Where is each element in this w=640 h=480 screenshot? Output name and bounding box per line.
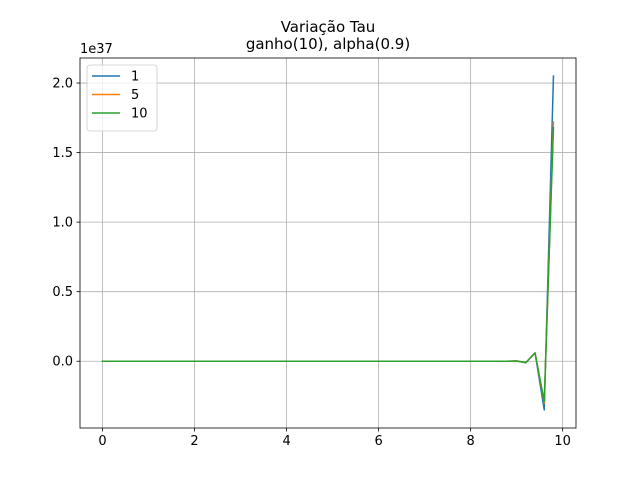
x-tick-label: 2 (190, 434, 198, 449)
chart-title: Variação Tau (281, 18, 376, 36)
chart-subtitle: ganho(10), alpha(0.9) (246, 35, 410, 53)
x-tick-label: 8 (466, 434, 474, 449)
legend-label-10: 10 (131, 107, 148, 122)
y-tick-label: 0.0 (52, 355, 73, 370)
y-tick-label: 0.5 (52, 285, 73, 300)
legend-label-1: 1 (131, 70, 139, 85)
legend-label-5: 5 (131, 88, 139, 103)
series-line-10 (101, 126, 555, 403)
y-tick-label: 1.0 (52, 216, 73, 231)
x-tick-label: 6 (374, 434, 382, 449)
y-tick-label: 2.0 (52, 77, 73, 92)
x-tick-label: 0 (98, 434, 106, 449)
axis-ticks: 0 2 4 6 8 10 0.0 0.5 1.0 1.5 2.0 (52, 77, 571, 449)
plot-series (101, 75, 555, 411)
y-tick-label: 1.5 (52, 146, 73, 161)
grid (80, 58, 576, 428)
y-offset-label: 1e37 (80, 42, 113, 57)
legend-box (86, 64, 158, 132)
x-tick-label: 4 (282, 434, 290, 449)
x-tick-label: 10 (554, 434, 571, 449)
axes-frame (79, 57, 577, 429)
